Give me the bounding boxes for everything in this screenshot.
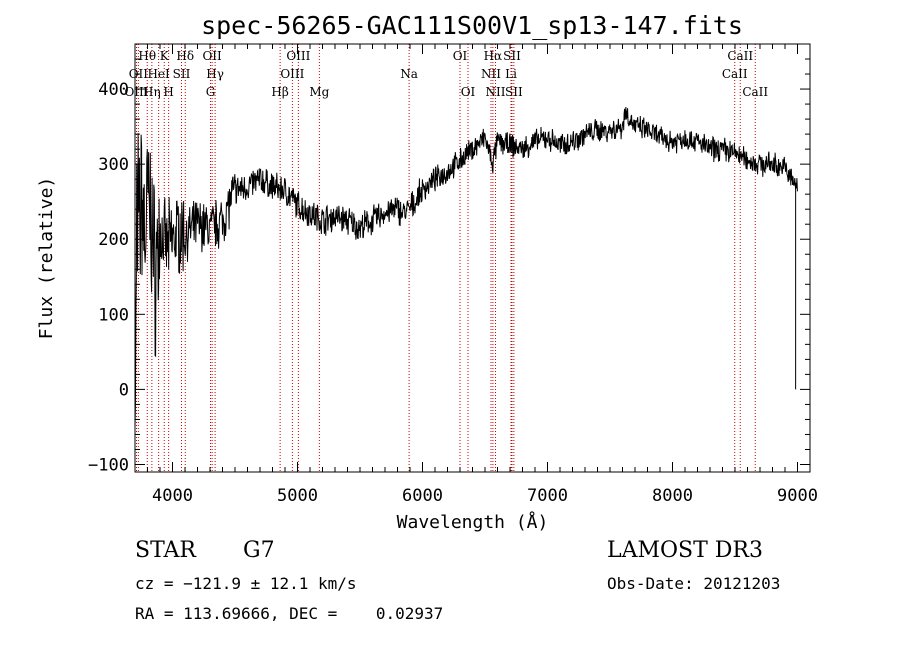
x-axis-label: Wavelength (Å) bbox=[397, 511, 549, 533]
coordinates: RA = 113.69666, DEC = 0.02937 bbox=[135, 604, 444, 623]
y-tick-label: −100 bbox=[88, 455, 129, 475]
spectral-line-label: Hθ bbox=[138, 49, 156, 63]
spectral-line-label: OII bbox=[202, 49, 222, 63]
survey-name: LAMOST DR3 bbox=[607, 538, 763, 563]
spectral-line-label: CaII bbox=[742, 85, 768, 99]
x-tick-label: 7000 bbox=[527, 486, 568, 506]
spectral-line-label: G bbox=[206, 85, 216, 99]
x-tick-label: 4000 bbox=[152, 486, 193, 506]
spectral-line-label: CaII bbox=[722, 67, 748, 81]
spectral-line-label: SII bbox=[503, 49, 521, 63]
y-tick-label: 200 bbox=[98, 230, 129, 250]
spectral-line-label: OI bbox=[461, 85, 476, 99]
spectral-line-label: OI bbox=[453, 49, 468, 63]
spectral-line-label: CaII bbox=[727, 49, 753, 63]
spectral-line-label: Hδ bbox=[176, 49, 194, 63]
spectral-line-label: Na bbox=[400, 67, 418, 81]
spectral-line-label: Li bbox=[505, 67, 517, 81]
x-tick-label: 9000 bbox=[777, 486, 818, 506]
spectral-line-label: NII bbox=[486, 85, 506, 99]
object-class: STAR bbox=[135, 538, 196, 563]
spectral-line-label: HeI bbox=[147, 67, 170, 81]
chart-title: spec-56265-GAC111S00V1_sp13-147.fits bbox=[201, 11, 743, 40]
axis-ticks: 4000 5000 6000 7000 8000 9000 −100 0 100 200 300 40… bbox=[88, 44, 818, 506]
y-tick-label: 0 bbox=[119, 380, 129, 400]
x-tick-label: 6000 bbox=[402, 486, 443, 506]
x-tick-label: 8000 bbox=[652, 486, 693, 506]
spectrum-trace bbox=[134, 106, 798, 427]
spectral-line-label: SII bbox=[173, 67, 191, 81]
spectral-line-label: OIII bbox=[286, 49, 310, 63]
y-tick-label: 100 bbox=[98, 305, 129, 325]
spectral-line-label: Hη bbox=[143, 85, 161, 99]
y-tick-label: 300 bbox=[98, 155, 129, 175]
y-tick-label: 400 bbox=[98, 80, 129, 100]
observation-date: Obs-Date: 20121203 bbox=[607, 574, 781, 593]
spectral-line-label: Hγ bbox=[206, 67, 224, 81]
spectral-line-label: H bbox=[163, 85, 173, 99]
object-subclass: G7 bbox=[243, 538, 275, 563]
spectral-line-label: NII bbox=[481, 67, 501, 81]
spectrum-line bbox=[134, 106, 798, 427]
spectral-line-label: SII bbox=[505, 85, 523, 99]
spectral-line-label: OIII bbox=[124, 85, 148, 99]
plot-frame bbox=[134, 43, 811, 473]
x-tick-label: 5000 bbox=[277, 486, 318, 506]
spectral-line-label: OIII bbox=[280, 67, 304, 81]
redshift-velocity: cz = −121.9 ± 12.1 km/s bbox=[135, 574, 357, 593]
spectral-line-label: K bbox=[160, 49, 170, 63]
y-axis-label: Flux (relative) bbox=[36, 177, 57, 340]
spectral-line-label: Hβ bbox=[271, 85, 288, 99]
spectral-line-label: Hα bbox=[484, 49, 503, 63]
spectral-line-label: Mg bbox=[309, 85, 329, 99]
spectral-line-markers bbox=[136, 44, 756, 472]
